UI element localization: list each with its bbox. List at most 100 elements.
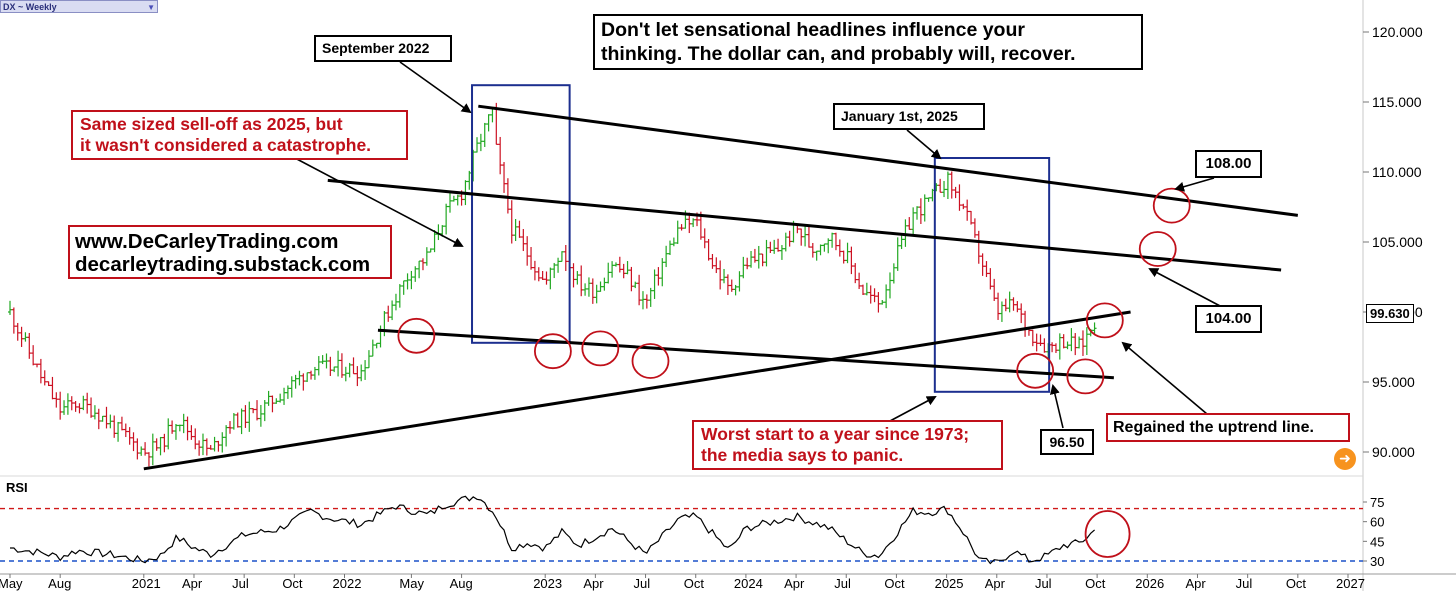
ohlc-bar xyxy=(100,415,105,422)
ohlc-bar xyxy=(58,391,63,420)
highlight-box-2022 xyxy=(471,84,571,344)
ohlc-bar xyxy=(498,136,503,175)
ohlc-bar xyxy=(1073,333,1078,356)
ohlc-bar xyxy=(266,390,271,406)
ohlc-bar xyxy=(590,278,595,304)
symbol-label: DX ~ Weekly xyxy=(3,2,57,12)
ohlc-bar xyxy=(131,432,136,452)
ohlc-bar xyxy=(432,230,437,253)
headline-line-1: Don't let sensational headlines influenc… xyxy=(601,19,1025,41)
ohlc-bar xyxy=(814,250,819,261)
ohlc-bar xyxy=(1084,327,1089,356)
date-tick-label: May xyxy=(0,576,23,591)
arrow-worst-start xyxy=(889,396,937,422)
ohlc-bar xyxy=(397,284,402,308)
regained-note: Regained the uptrend line. xyxy=(1106,413,1350,442)
date-tick-label: 2026 xyxy=(1135,576,1164,591)
ohlc-bar xyxy=(903,219,908,247)
date-tick-label: Jul xyxy=(1035,576,1052,591)
ohlc-bar xyxy=(918,198,923,224)
last-price-tag: 99.630 xyxy=(1366,304,1414,323)
ohlc-bar xyxy=(116,421,121,442)
level-104-text: 104.00 xyxy=(1205,310,1252,327)
ohlc-bar xyxy=(293,374,298,389)
ohlc-bar xyxy=(1080,330,1085,356)
ohlc-bar xyxy=(965,199,970,221)
date-tick-label: Apr xyxy=(182,576,203,591)
ohlc-bar xyxy=(992,278,997,302)
date-tick-label: Oct xyxy=(282,576,303,591)
ohlc-bar xyxy=(208,445,213,450)
ohlc-bar xyxy=(1015,301,1020,313)
ohlc-bar xyxy=(255,400,260,421)
ohlc-bar xyxy=(112,415,117,438)
level-104-label: 104.00 xyxy=(1195,305,1262,333)
ohlc-bar xyxy=(89,397,94,418)
ohlc-bar xyxy=(656,267,661,286)
ohlc-bar xyxy=(316,356,321,376)
ohlc-bar xyxy=(887,272,892,299)
ohlc-bar xyxy=(181,413,186,434)
arrow-108 xyxy=(1174,177,1215,192)
price-tick-label: 115.000 xyxy=(1372,94,1422,110)
ohlc-bar xyxy=(644,294,649,309)
ohlc-bar xyxy=(860,284,865,296)
ohlc-bar xyxy=(285,385,290,399)
substack-url[interactable]: decarleytrading.substack.com xyxy=(75,253,371,276)
ohlc-bar xyxy=(31,345,36,366)
ohlc-bar xyxy=(737,271,742,292)
regained-text: Regained the uptrend line. xyxy=(1113,419,1314,436)
ohlc-bar xyxy=(664,245,669,268)
triangle-down-icon[interactable]: ▼ xyxy=(147,3,155,12)
ohlc-bars xyxy=(8,102,1097,467)
ohlc-bar xyxy=(243,405,248,428)
ohlc-bar xyxy=(92,405,97,420)
ohlc-bar xyxy=(54,392,59,408)
ohlc-bar xyxy=(363,360,368,380)
circle-target-108 xyxy=(1152,187,1191,224)
ohlc-bar xyxy=(830,232,835,248)
ohlc-bar xyxy=(629,266,634,292)
selloff-note: Same sized sell-off as 2025, but it wasn… xyxy=(71,110,408,160)
ohlc-bar xyxy=(725,274,730,295)
january-text: January 1st, 2025 xyxy=(841,108,958,124)
ohlc-bar xyxy=(390,300,395,321)
annotation-arrows xyxy=(292,61,1223,429)
ohlc-bar xyxy=(640,291,645,310)
ohlc-bar xyxy=(772,239,777,254)
rsi-panel xyxy=(0,495,1363,565)
ohlc-bar xyxy=(529,246,534,270)
ohlc-bar xyxy=(953,186,958,199)
arrow-right-icon[interactable]: ➜ xyxy=(1334,448,1356,470)
ohlc-bar xyxy=(486,114,491,132)
ohlc-bar xyxy=(467,170,472,190)
ohlc-bar xyxy=(633,281,638,289)
ohlc-bar xyxy=(1065,341,1070,350)
ohlc-bar xyxy=(301,373,306,391)
price-tick-label: 95.000 xyxy=(1372,374,1415,390)
ohlc-bar xyxy=(752,248,757,263)
ohlc-bar xyxy=(722,268,727,284)
ohlc-bar xyxy=(193,428,198,450)
date-tick-label: May xyxy=(399,576,424,591)
ohlc-bar xyxy=(610,261,615,278)
ohlc-bar xyxy=(46,381,51,387)
ohlc-bar xyxy=(1019,303,1024,324)
ohlc-bar xyxy=(845,242,850,264)
ohlc-bar xyxy=(540,271,545,280)
ohlc-bar xyxy=(617,256,622,273)
website-url[interactable]: www.DeCarleyTrading.com xyxy=(75,230,339,253)
ohlc-bar xyxy=(764,239,769,267)
symbol-selector[interactable]: DX ~ Weekly ▼ xyxy=(0,0,158,13)
ohlc-bar xyxy=(602,277,607,291)
ohlc-bar xyxy=(706,238,711,261)
ohlc-bar xyxy=(818,244,823,256)
ohlc-bar xyxy=(702,228,707,249)
ohlc-bar xyxy=(502,162,507,193)
ohlc-bar xyxy=(922,194,927,222)
ohlc-bar xyxy=(779,245,784,260)
ohlc-bar xyxy=(35,363,40,368)
circle-support-4 xyxy=(631,343,670,379)
